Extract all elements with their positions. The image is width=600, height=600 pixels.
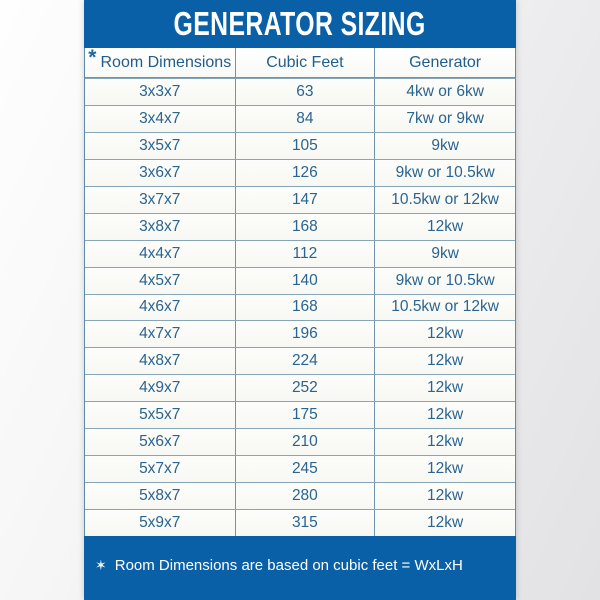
cell-generator: 12kw [375,375,515,402]
table-row: 3x5x7 105 9kw [85,131,515,159]
footnote: ✶ Room Dimensions are based on cubic fee… [84,536,516,600]
cell-cubic-feet: 315 [235,510,376,536]
column-header-label: Generator [409,53,482,71]
cell-cubic-feet: 105 [235,132,376,159]
column-header-generator: Generator [375,48,515,77]
table-row: 4x6x7 168 10.5kw or 12kw [85,293,515,321]
table-row: 4x9x7 252 12kw [85,374,515,402]
cell-cubic-feet: 196 [235,321,376,348]
column-header-cubic-feet: Cubic Feet [235,48,376,77]
cell-cubic-feet: 126 [235,159,376,186]
column-header-label: Room Dimensions [100,53,232,71]
cell-generator: 7kw or 9kw [375,105,515,132]
sizing-table: * Room Dimensions Cubic Feet Generator 3… [84,47,516,536]
cell-generator: 9kw or 10.5kw [375,267,515,294]
cell-room-dimensions: 4x7x7 [85,321,236,348]
cell-cubic-feet: 210 [235,429,376,456]
cell-generator: 12kw [375,321,515,348]
cell-cubic-feet: 168 [235,213,376,240]
table-row: 5x7x7 245 12kw [85,455,515,483]
cell-room-dimensions: 5x6x7 [85,429,236,456]
table-row: 5x5x7 175 12kw [85,401,515,429]
cell-generator: 12kw [375,429,515,456]
cell-generator: 9kw [375,240,515,267]
table-row: 5x6x7 210 12kw [85,428,515,456]
cell-cubic-feet: 112 [235,240,376,267]
cell-room-dimensions: 4x9x7 [85,375,236,402]
table-row: 4x7x7 196 12kw [85,320,515,348]
table-header-row: * Room Dimensions Cubic Feet Generator [85,47,515,78]
page-title: GENERATOR SIZING [173,4,427,43]
cell-cubic-feet: 224 [235,348,376,375]
table-row: 4x4x7 112 9kw [85,239,515,267]
cell-room-dimensions: 5x9x7 [85,510,236,536]
cell-room-dimensions: 5x8x7 [85,483,236,509]
generator-sizing-panel: GENERATOR SIZING * Room Dimensions Cubic… [84,0,516,600]
cell-room-dimensions: 5x7x7 [85,456,236,483]
cell-cubic-feet: 147 [235,186,376,213]
table-row: 3x3x7 63 4kw or 6kw [85,78,515,105]
column-header-room-dimensions: * Room Dimensions [85,47,236,77]
cell-generator: 9kw [375,132,515,159]
cell-generator: 12kw [375,483,515,509]
table-row: 3x4x7 84 7kw or 9kw [85,104,515,132]
cell-cubic-feet: 252 [235,375,376,402]
cell-generator: 10.5kw or 12kw [375,294,515,321]
cell-cubic-feet: 175 [235,402,376,429]
cell-generator: 12kw [375,510,515,536]
cell-generator: 12kw [375,348,515,375]
cell-room-dimensions: 4x8x7 [85,348,236,375]
cell-room-dimensions: 3x5x7 [85,132,236,159]
cell-generator: 4kw or 6kw [375,79,515,105]
cell-generator: 10.5kw or 12kw [375,186,515,213]
cell-room-dimensions: 3x4x7 [85,105,236,132]
cell-generator: 9kw or 10.5kw [375,159,515,186]
cell-cubic-feet: 280 [235,483,376,509]
title-band: GENERATOR SIZING [84,0,516,48]
table-row: 3x6x7 126 9kw or 10.5kw [85,158,515,186]
cell-room-dimensions: 4x6x7 [85,294,236,321]
cell-generator: 12kw [375,456,515,483]
cell-cubic-feet: 140 [235,267,376,294]
cell-room-dimensions: 4x4x7 [85,240,236,267]
cell-generator: 12kw [375,213,515,240]
footnote-text: Room Dimensions are based on cubic feet … [114,556,463,574]
cell-cubic-feet: 245 [235,456,376,483]
cell-cubic-feet: 84 [235,105,376,132]
cell-generator: 12kw [375,402,515,429]
cell-room-dimensions: 3x6x7 [85,159,236,186]
cell-cubic-feet: 168 [235,294,376,321]
table-row: 4x5x7 140 9kw or 10.5kw [85,266,515,294]
cell-room-dimensions: 3x8x7 [85,213,236,240]
cell-room-dimensions: 4x5x7 [85,267,236,294]
table-row: 3x8x7 168 12kw [85,212,515,240]
cell-cubic-feet: 63 [235,79,376,105]
footnote-star-icon: ✶ [95,556,107,573]
table-row: 3x7x7 147 10.5kw or 12kw [85,185,515,213]
table-row: 5x8x7 280 12kw [85,482,515,509]
column-header-label: Cubic Feet [266,53,344,71]
table-row: 4x8x7 224 12kw [85,347,515,375]
table-row: 5x9x7 315 12kw [85,509,515,536]
cell-room-dimensions: 3x3x7 [85,79,236,105]
cell-room-dimensions: 5x5x7 [85,402,236,429]
cell-room-dimensions: 3x7x7 [85,186,236,213]
